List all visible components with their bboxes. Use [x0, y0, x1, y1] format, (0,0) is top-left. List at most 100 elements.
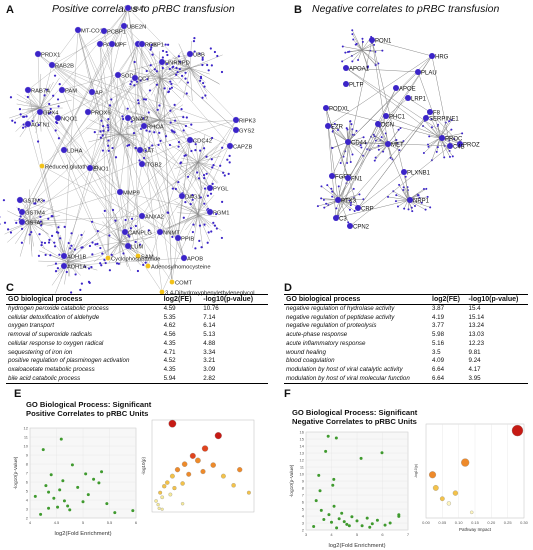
y-tick-label: 2: [302, 528, 305, 533]
gene-node: [105, 255, 111, 261]
pvalue-cell: 6.14: [203, 322, 216, 330]
leaf-node: [91, 241, 94, 244]
gene-node: [369, 37, 375, 43]
gene-label: PTX3: [341, 199, 357, 205]
gene-node: [135, 253, 141, 259]
leaf-node: [58, 253, 61, 256]
leaf-node: [337, 185, 340, 188]
edge: [177, 119, 237, 239]
edge: [189, 67, 221, 85]
gene-label: PRDX1: [41, 53, 60, 59]
edge: [119, 117, 129, 193]
pvalue-cell: 2.82: [203, 374, 216, 382]
gene-label: NNMT: [163, 231, 180, 237]
data-point: [131, 509, 135, 513]
gene-label: NQO1: [61, 117, 77, 123]
leaf-node: [357, 58, 360, 61]
data-point: [220, 473, 226, 479]
pvalue-cell: 15.14: [468, 313, 485, 321]
edge: [335, 199, 411, 219]
leaf-node: [164, 135, 168, 138]
data-point: [324, 449, 328, 453]
edge: [197, 142, 205, 163]
edge: [197, 153, 205, 163]
leaf-node: [197, 177, 201, 180]
gene-node: [333, 215, 339, 221]
edge: [137, 43, 211, 213]
gene-label: HRG: [435, 55, 449, 61]
log2fe-cell: 4.56: [163, 331, 176, 339]
edge: [141, 119, 161, 150]
table-header-process: GO biological process: [6, 294, 162, 305]
leaf-node: [91, 253, 94, 256]
gene-node: [34, 50, 42, 58]
gene-label: PLAU: [421, 71, 437, 77]
edge: [51, 29, 79, 66]
edge: [375, 143, 389, 158]
leaf-node: [184, 77, 187, 80]
leaf-node: [348, 208, 351, 211]
edge: [127, 7, 237, 121]
data-point: [68, 508, 72, 512]
gene-label: C3: [339, 217, 347, 223]
leaf-node: [44, 253, 47, 257]
data-point: [113, 511, 117, 515]
leaf-node: [168, 67, 171, 71]
leaf-node: [65, 270, 68, 274]
gene-label: MMP9: [123, 191, 140, 197]
leaf-node: [395, 194, 398, 197]
data-point: [86, 493, 90, 497]
leaf-node: [23, 115, 26, 118]
edge: [89, 77, 136, 169]
edge: [168, 67, 191, 81]
leaf-node: [322, 198, 325, 201]
edge: [27, 107, 41, 109]
log2fe-cell: 5.35: [163, 313, 176, 321]
leaf-node: [374, 156, 377, 159]
pvalue-cell: 9.24: [468, 357, 481, 365]
leaf-node: [169, 109, 172, 112]
y-tick-label: 8: [26, 462, 29, 467]
panel-b-title: Negative correlates to pRBC transfusion: [312, 3, 500, 15]
data-point: [168, 492, 173, 497]
gene-node: [329, 173, 335, 179]
data-point: [330, 520, 333, 524]
leaf-node: [177, 180, 180, 184]
gene-node: [174, 234, 182, 242]
leaf-node: [108, 234, 111, 237]
gene-label: PPIB: [181, 237, 194, 243]
log2fe-cell: 4.62: [163, 322, 176, 330]
edge: [27, 123, 65, 257]
edge: [143, 119, 237, 127]
leaf-node: [323, 206, 326, 209]
edge: [77, 29, 143, 165]
gene-label: UBE2N: [127, 25, 146, 31]
leaf-node: [221, 146, 224, 149]
data-point: [47, 506, 51, 510]
edge: [21, 125, 145, 223]
gene-label: RHOA: [147, 125, 164, 131]
table-row: oxygen transport 4.62 6.14: [6, 322, 268, 331]
y-tick-label: 9: [302, 479, 305, 484]
leaf-node: [79, 288, 82, 291]
data-point: [318, 489, 322, 493]
leaf-node: [202, 81, 205, 85]
edge: [159, 77, 174, 81]
edge: [28, 104, 41, 109]
leaf-node: [213, 224, 217, 227]
edge: [21, 139, 191, 213]
data-point: [56, 505, 60, 509]
gene-node: [345, 139, 351, 145]
leaf-node: [49, 111, 52, 114]
gene-node: [36, 108, 44, 116]
edge: [429, 136, 441, 139]
leaf-node: [55, 121, 59, 125]
leaf-node: [63, 225, 66, 228]
leaf-node: [351, 153, 354, 156]
edge: [439, 137, 445, 158]
leaf-node: [30, 231, 33, 234]
gene-label: PGM1: [213, 211, 229, 217]
leaf-node: [349, 204, 352, 207]
leaf-node: [50, 234, 54, 237]
leaf-node: [211, 182, 214, 186]
